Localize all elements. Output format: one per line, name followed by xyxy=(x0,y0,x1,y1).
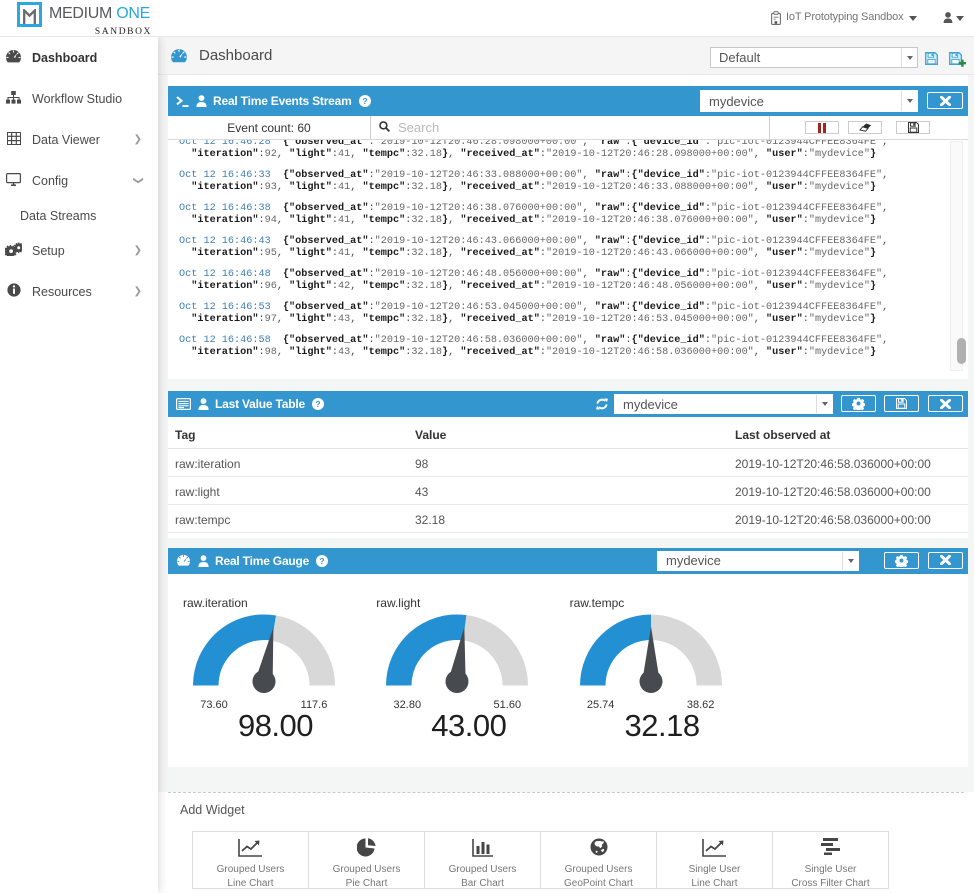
svg-text:?: ? xyxy=(320,556,325,566)
svg-text:?: ? xyxy=(315,399,320,409)
svg-text:?: ? xyxy=(362,96,367,106)
